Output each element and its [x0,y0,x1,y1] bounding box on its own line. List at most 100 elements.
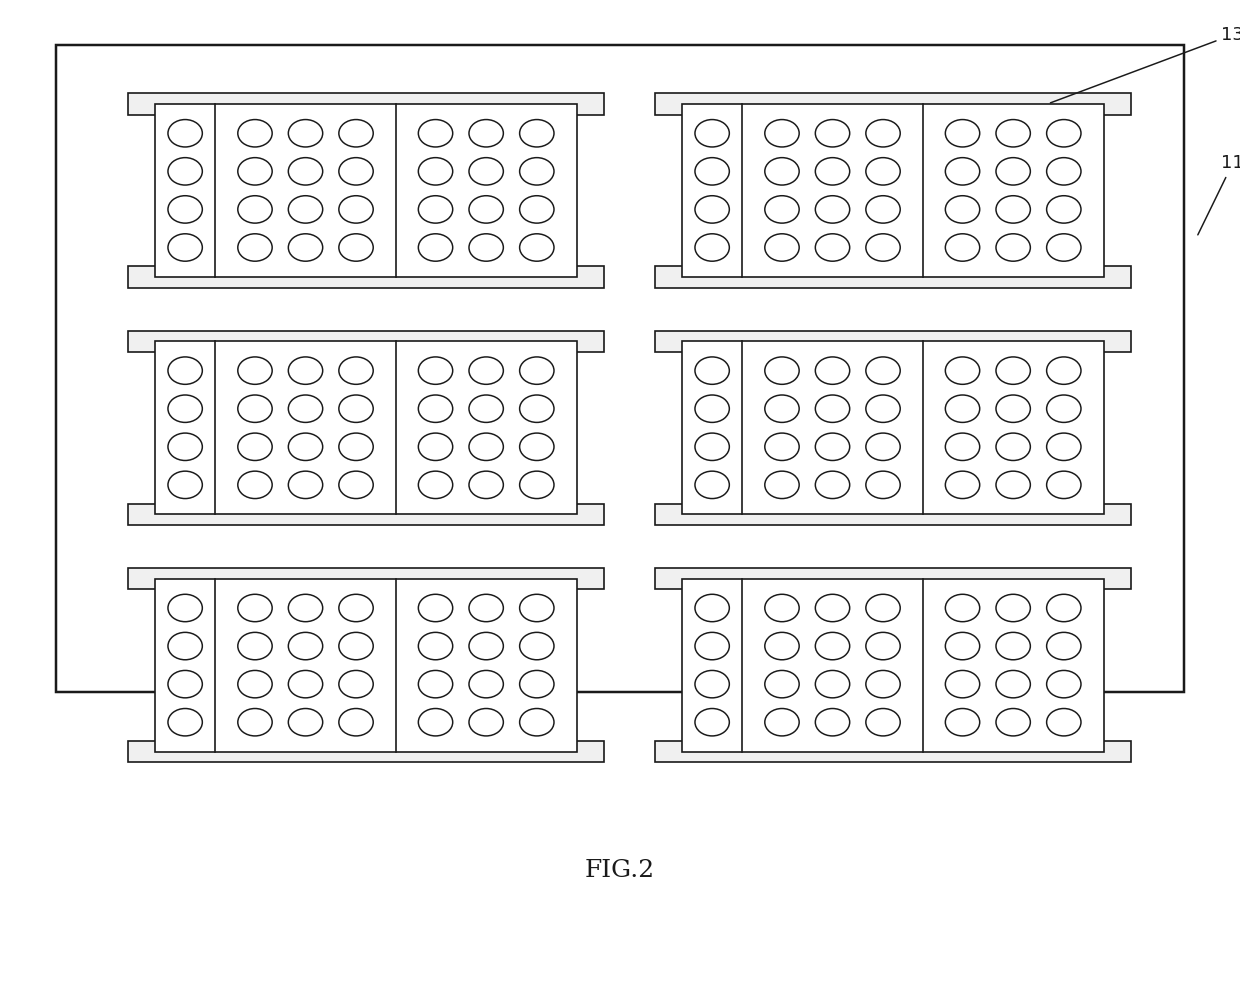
Circle shape [765,357,799,385]
Circle shape [694,632,729,660]
Circle shape [418,233,453,261]
Bar [56,45,1184,692]
Circle shape [167,395,202,422]
Circle shape [520,196,554,224]
Circle shape [238,708,272,736]
Circle shape [520,157,554,185]
Circle shape [694,433,729,461]
Circle shape [289,120,322,147]
Circle shape [167,357,202,385]
Circle shape [945,594,980,622]
Circle shape [765,433,799,461]
Circle shape [289,395,322,422]
Circle shape [765,671,799,698]
Bar [655,568,1131,589]
Circle shape [520,708,554,736]
Circle shape [238,395,272,422]
Circle shape [1047,671,1081,698]
Circle shape [418,671,453,698]
Circle shape [167,708,202,736]
Circle shape [945,196,980,224]
Circle shape [816,395,849,422]
Circle shape [765,471,799,498]
Circle shape [238,357,272,385]
Circle shape [694,594,729,622]
Circle shape [520,233,554,261]
Bar [655,93,1131,115]
Circle shape [996,594,1030,622]
Circle shape [1047,632,1081,660]
Circle shape [289,157,322,185]
Circle shape [765,196,799,224]
Bar [682,341,1104,514]
Circle shape [996,233,1030,261]
Circle shape [167,433,202,461]
Bar [682,579,1104,752]
Bar [128,503,604,525]
Circle shape [1047,196,1081,224]
Circle shape [765,120,799,147]
Circle shape [765,395,799,422]
Circle shape [866,708,900,736]
Circle shape [339,233,373,261]
Bar [128,266,604,288]
Bar [655,503,1131,525]
Circle shape [167,471,202,498]
Circle shape [520,120,554,147]
Circle shape [520,632,554,660]
Circle shape [167,120,202,147]
Circle shape [469,708,503,736]
Circle shape [418,157,453,185]
Circle shape [866,632,900,660]
Circle shape [469,196,503,224]
Circle shape [289,196,322,224]
Circle shape [945,471,980,498]
Circle shape [694,157,729,185]
Circle shape [1047,594,1081,622]
Circle shape [945,632,980,660]
Circle shape [945,395,980,422]
Circle shape [996,357,1030,385]
Circle shape [520,594,554,622]
Circle shape [816,708,849,736]
Circle shape [996,632,1030,660]
Circle shape [765,708,799,736]
Circle shape [816,594,849,622]
Circle shape [945,157,980,185]
Circle shape [1047,395,1081,422]
Circle shape [167,594,202,622]
Circle shape [945,433,980,461]
Circle shape [866,395,900,422]
Circle shape [418,632,453,660]
Circle shape [866,196,900,224]
Circle shape [996,395,1030,422]
Circle shape [418,594,453,622]
Circle shape [694,395,729,422]
Circle shape [469,357,503,385]
Bar [155,341,577,514]
Bar [155,104,577,277]
Circle shape [694,671,729,698]
Text: 11: 11 [1198,154,1240,234]
Circle shape [866,471,900,498]
Circle shape [418,471,453,498]
Circle shape [694,708,729,736]
Bar [128,568,604,589]
Circle shape [469,671,503,698]
Circle shape [1047,708,1081,736]
Circle shape [694,357,729,385]
Circle shape [469,120,503,147]
Circle shape [339,433,373,461]
Circle shape [520,395,554,422]
Bar [128,741,604,763]
Circle shape [339,157,373,185]
Circle shape [866,233,900,261]
Circle shape [694,471,729,498]
Circle shape [339,594,373,622]
Circle shape [289,433,322,461]
Circle shape [339,471,373,498]
Circle shape [520,357,554,385]
Circle shape [238,157,272,185]
Circle shape [816,120,849,147]
Circle shape [339,196,373,224]
